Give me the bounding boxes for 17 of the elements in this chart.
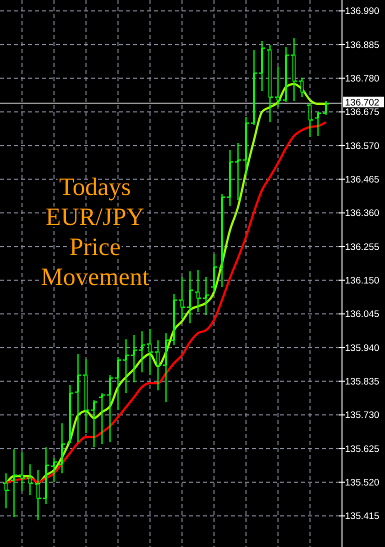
y-tick-label: 135.520 xyxy=(345,478,380,489)
y-tick-label: 135.415 xyxy=(345,511,380,522)
y-tick-label: 136.675 xyxy=(345,107,380,118)
y-tick-label: 136.045 xyxy=(345,309,380,320)
y-tick-label: 136.570 xyxy=(345,140,380,152)
y-tick-label: 136.990 xyxy=(345,6,380,18)
y-tick-label: 135.940 xyxy=(345,342,380,354)
y-tick-label: 135.730 xyxy=(345,410,380,422)
y-tick-label: 136.150 xyxy=(345,276,380,287)
y-tick-label: 136.255 xyxy=(345,242,380,253)
y-tick-label: 136.360 xyxy=(345,208,380,220)
y-tick-label: 135.625 xyxy=(345,444,380,455)
y-tick-label: 136.885 xyxy=(345,40,380,51)
y-tick-label: 136.465 xyxy=(345,174,380,186)
ref-line-label: 136.702 xyxy=(345,97,380,108)
y-tick-label: 136.780 xyxy=(345,74,380,85)
y-tick-label: 135.835 xyxy=(345,376,380,388)
